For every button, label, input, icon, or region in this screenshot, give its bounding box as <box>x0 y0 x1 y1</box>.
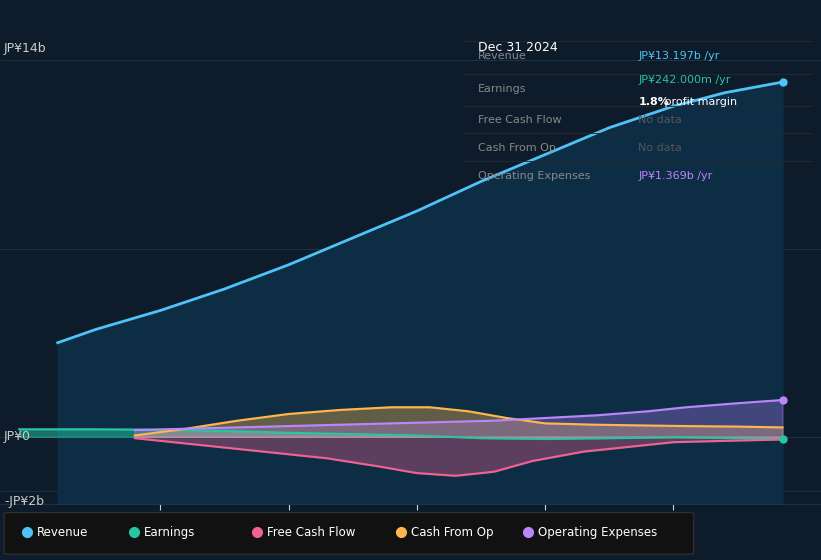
Text: JP¥242.000m /yr: JP¥242.000m /yr <box>639 74 731 85</box>
Text: Free Cash Flow: Free Cash Flow <box>267 526 355 539</box>
Text: JP¥14b: JP¥14b <box>4 42 47 55</box>
Text: Earnings: Earnings <box>478 84 526 94</box>
Text: Free Cash Flow: Free Cash Flow <box>478 115 562 125</box>
Text: JP¥0: JP¥0 <box>4 430 31 444</box>
FancyBboxPatch shape <box>4 512 694 554</box>
Text: Cash From Op: Cash From Op <box>410 526 493 539</box>
Text: No data: No data <box>639 143 682 153</box>
Text: Operating Expenses: Operating Expenses <box>478 171 590 181</box>
Text: Operating Expenses: Operating Expenses <box>538 526 657 539</box>
Text: Cash From Op: Cash From Op <box>478 143 556 153</box>
Text: No data: No data <box>639 115 682 125</box>
Text: profit margin: profit margin <box>661 97 737 107</box>
Text: JP¥13.197b /yr: JP¥13.197b /yr <box>639 51 720 60</box>
Text: 1.8%: 1.8% <box>639 97 669 107</box>
Text: JP¥1.369b /yr: JP¥1.369b /yr <box>639 171 713 181</box>
Text: Revenue: Revenue <box>37 526 89 539</box>
Text: -JP¥2b: -JP¥2b <box>4 495 44 508</box>
Text: Dec 31 2024: Dec 31 2024 <box>478 41 557 54</box>
Text: Earnings: Earnings <box>144 526 195 539</box>
Text: Revenue: Revenue <box>478 51 526 60</box>
